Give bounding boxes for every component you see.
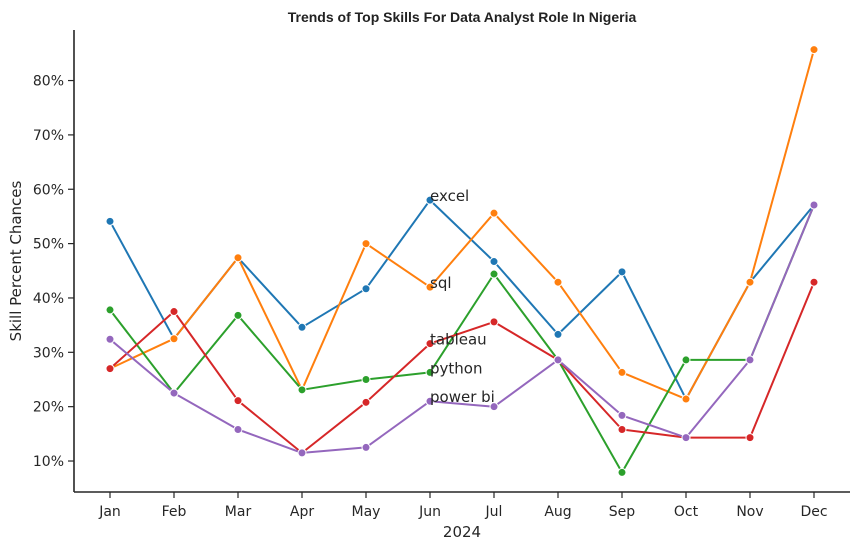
data-point-power-bi	[681, 433, 691, 443]
data-point-tableau	[105, 364, 115, 374]
data-point-python	[297, 385, 307, 395]
y-axis-label: Skill Percent Chances	[7, 180, 25, 341]
data-point-power-bi	[233, 424, 243, 434]
y-tick-label: 40%	[33, 291, 64, 307]
x-tick-label: Jun	[418, 504, 441, 520]
series-tableau	[105, 277, 819, 458]
data-point-sql	[233, 253, 243, 263]
y-tick-label: 50%	[33, 237, 64, 253]
y-ticks: 10% 20% 30% 40% 50% 60% 70% 80%	[33, 74, 74, 470]
x-axis-label: 2024	[443, 523, 481, 541]
data-point-excel	[553, 329, 563, 339]
data-point-sql	[809, 45, 819, 55]
data-point-excel	[105, 216, 115, 226]
data-point-tableau	[361, 397, 371, 407]
data-point-python	[425, 367, 435, 377]
y-tick-label: 70%	[33, 128, 64, 144]
data-point-sql	[169, 334, 179, 344]
data-point-tableau	[425, 339, 435, 349]
x-tick-label: May	[352, 504, 381, 520]
data-point-tableau	[745, 433, 755, 443]
data-point-power-bi	[745, 355, 755, 365]
chart-title: Trends of Top Skills For Data Analyst Ro…	[288, 9, 637, 25]
y-tick-label: 30%	[33, 345, 64, 361]
x-tick-label: Jan	[98, 504, 121, 520]
data-point-excel	[297, 322, 307, 332]
annotation-sql: sql	[430, 274, 452, 292]
x-tick-label: Oct	[674, 504, 699, 520]
axes	[73, 30, 850, 493]
data-point-tableau	[233, 396, 243, 406]
annotation-tableau: tableau	[430, 331, 487, 349]
data-point-sql	[681, 394, 691, 404]
y-tick-label: 80%	[33, 74, 64, 90]
x-tick-label: Aug	[544, 504, 571, 520]
y-tick-label: 60%	[33, 182, 64, 198]
data-point-python	[361, 374, 371, 384]
data-point-sql	[745, 277, 755, 287]
series-line-sql	[109, 49, 815, 401]
y-tick-label: 20%	[33, 400, 64, 416]
data-point-tableau	[617, 424, 627, 434]
series-layer	[105, 45, 819, 477]
series-line-power-bi	[109, 204, 815, 454]
data-point-power-bi	[489, 402, 499, 412]
series-line-tableau	[109, 281, 815, 454]
data-point-sql	[617, 367, 627, 377]
data-point-power-bi	[297, 448, 307, 458]
data-point-tableau	[809, 277, 819, 287]
x-tick-label: Sep	[609, 504, 636, 520]
x-tick-label: Jul	[485, 504, 503, 520]
data-point-sql	[361, 239, 371, 249]
data-point-tableau	[489, 317, 499, 327]
x-tick-label: Dec	[800, 504, 827, 520]
series-line-python	[109, 204, 815, 474]
data-point-python	[105, 305, 115, 315]
data-point-sql	[489, 208, 499, 218]
annotation-python: python	[430, 359, 482, 377]
data-point-python	[681, 355, 691, 365]
x-tick-label: Apr	[290, 504, 314, 520]
data-point-sql	[553, 277, 563, 287]
annotation-power-bi: power bi	[430, 388, 495, 406]
y-tick-label: 10%	[33, 454, 64, 470]
x-tick-label: Feb	[162, 504, 187, 520]
data-point-power-bi	[169, 388, 179, 398]
data-point-python	[233, 310, 243, 320]
data-point-excel	[361, 284, 371, 294]
data-point-python	[489, 269, 499, 279]
series-power-bi	[105, 200, 819, 458]
data-point-power-bi	[553, 355, 563, 365]
data-point-tableau	[169, 307, 179, 317]
data-point-sql	[425, 282, 435, 292]
data-point-power-bi	[361, 442, 371, 452]
data-point-power-bi	[809, 200, 819, 210]
data-point-excel	[489, 257, 499, 267]
data-point-power-bi	[105, 334, 115, 344]
annotation-layer: excel sql tableau python power bi	[430, 187, 495, 406]
data-point-power-bi	[425, 396, 435, 406]
data-point-python	[617, 467, 627, 477]
x-tick-label: Nov	[736, 504, 763, 520]
data-point-excel	[425, 195, 435, 205]
data-point-excel	[617, 267, 627, 277]
x-ticks: Jan Feb Mar Apr May Jun Jul Aug Sep Oct Nov Dec	[98, 492, 828, 520]
data-point-power-bi	[617, 410, 627, 420]
x-tick-label: Mar	[225, 504, 252, 520]
annotation-excel: excel	[430, 187, 469, 205]
series-sql	[105, 45, 819, 404]
